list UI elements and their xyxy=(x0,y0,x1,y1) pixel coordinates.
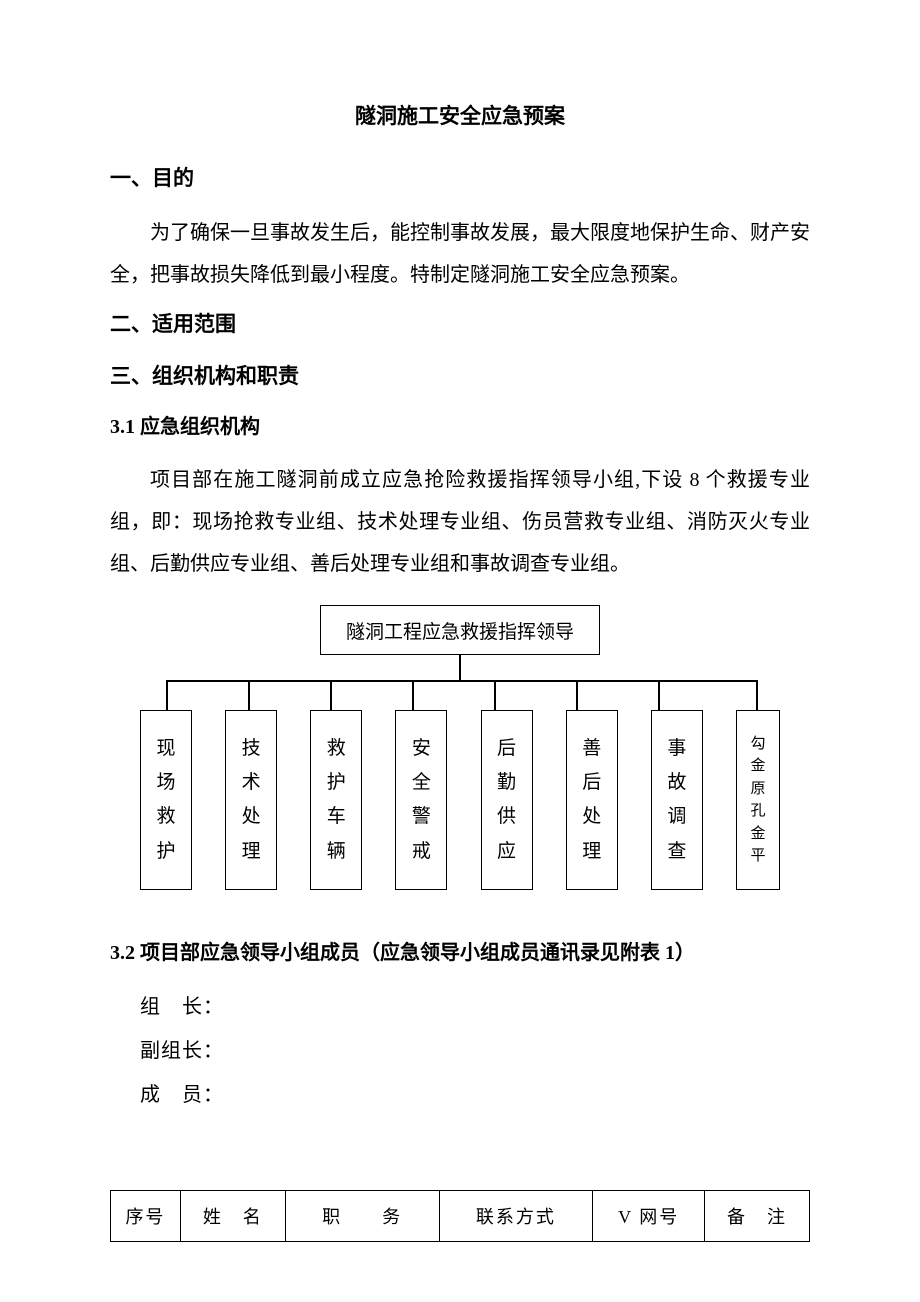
table-column-header: 备 注 xyxy=(705,1191,810,1242)
section-1-heading: 一、目的 xyxy=(110,160,810,198)
org-connector-horizontal xyxy=(166,680,756,682)
member-table: 序号姓 名职 务联系方式V 网号备 注 xyxy=(110,1190,810,1242)
document-title: 隧洞施工安全应急预案 xyxy=(110,100,810,130)
org-branch-connector xyxy=(576,680,578,710)
org-branch-connector xyxy=(412,680,414,710)
table-column-header: 职 务 xyxy=(285,1191,439,1242)
org-child-node: 现场救护 xyxy=(140,710,192,890)
org-branch-connector xyxy=(756,680,758,710)
org-child-node: 善后处理 xyxy=(566,710,618,890)
org-child-node: 技术处理 xyxy=(225,710,277,890)
org-branch-connector xyxy=(166,680,168,710)
org-branch-connector xyxy=(494,680,496,710)
member-deputy: 副组长： xyxy=(140,1029,810,1073)
table-column-header: V 网号 xyxy=(593,1191,705,1242)
org-branch-connector xyxy=(658,680,660,710)
org-chart: 隧洞工程应急救援指挥领导 现场救护技术处理救护车辆安全警戒后勤供应善后处理事故调… xyxy=(140,605,780,915)
org-root-node: 隧洞工程应急救援指挥领导 xyxy=(320,605,600,655)
subsection-31-paragraph: 项目部在施工隧洞前成立应急抢险救援指挥领导小组,下设 8 个救援专业组，即：现场… xyxy=(110,459,810,585)
table-column-header: 联系方式 xyxy=(439,1191,593,1242)
org-branch-connector xyxy=(248,680,250,710)
org-child-node: 安全警戒 xyxy=(395,710,447,890)
org-child-node: 事故调查 xyxy=(651,710,703,890)
section-1-paragraph: 为了确保一旦事故发生后，能控制事故发展，最大限度地保护生命、财产安全，把事故损失… xyxy=(110,212,810,296)
subsection-32-heading: 3.2 项目部应急领导小组成员（应急领导小组成员通讯录见附表 1） xyxy=(110,935,810,971)
subsection-31-heading: 3.1 应急组织机构 xyxy=(110,409,810,445)
table-column-header: 序号 xyxy=(111,1191,181,1242)
org-connector-vertical xyxy=(459,655,461,680)
org-child-node: 勾金原孔金平 xyxy=(736,710,780,890)
org-branch-connector xyxy=(330,680,332,710)
member-members: 成 员： xyxy=(140,1073,810,1117)
member-leader: 组 长： xyxy=(140,985,810,1029)
section-3-heading: 三、组织机构和职责 xyxy=(110,358,810,396)
org-child-node: 后勤供应 xyxy=(481,710,533,890)
section-2-heading: 二、适用范围 xyxy=(110,306,810,344)
table-header-row: 序号姓 名职 务联系方式V 网号备 注 xyxy=(111,1191,810,1242)
org-child-node: 救护车辆 xyxy=(310,710,362,890)
table-column-header: 姓 名 xyxy=(180,1191,285,1242)
